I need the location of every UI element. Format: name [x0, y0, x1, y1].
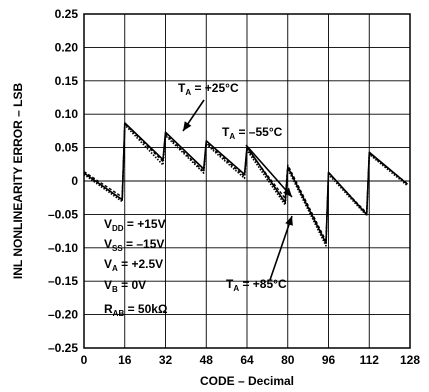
y-tick-label: 0.20: [55, 40, 79, 54]
y-axis-title: INL NONLINEARITY ERROR – LSB: [11, 83, 25, 280]
y-tick-label: –0.20: [48, 308, 78, 322]
x-tick-label: 16: [118, 353, 132, 367]
y-tick-label: 0.15: [55, 74, 79, 88]
condition-vdd: VDD = +15V: [104, 217, 166, 233]
annotation-arrows: [182, 99, 293, 281]
y-tick-label: –0.15: [48, 274, 78, 288]
condition-vss: VSS = –15V: [104, 237, 164, 253]
conditions-block: VDD = +15V VSS = –15V VA = +2.5V VB = 0V…: [104, 217, 168, 318]
condition-vb: VB = 0V: [104, 278, 146, 294]
x-tick-label: 96: [322, 353, 336, 367]
y-tick-labels: 0.25 0.20 0.15 0.10 0.05 0 –0.05 –0.10 –0.15 –0.2…: [48, 7, 78, 355]
series-layer: [83, 122, 409, 247]
arrow-ta-85: [269, 215, 293, 281]
condition-va: VA = +2.5V: [104, 257, 163, 273]
x-tick-labels: 0 16 32 48 64 80 96 112 128: [81, 353, 421, 367]
label-ta-85: TA = +85°C: [226, 277, 287, 293]
condition-rab: RAB = 50kΩ: [104, 302, 168, 318]
arrow-ta-85-head: [285, 216, 293, 226]
x-tick-label: 32: [159, 353, 173, 367]
y-tick-label: 0.10: [55, 107, 79, 121]
y-tick-label: 0.05: [55, 141, 79, 155]
label-ta-55: TA = –55°C: [222, 125, 283, 141]
x-tick-label: 0: [81, 353, 88, 367]
grid: [84, 14, 410, 348]
x-tick-label: 48: [200, 353, 214, 367]
x-tick-label: 80: [281, 353, 295, 367]
x-tick-label: 64: [240, 353, 254, 367]
series-line: [83, 122, 409, 244]
x-tick-label: 128: [400, 353, 420, 367]
x-axis-title: CODE – Decimal: [200, 374, 294, 388]
arrow-ta-55: [245, 144, 293, 198]
y-tick-label: 0: [71, 174, 78, 188]
y-tick-label: –0.10: [48, 241, 78, 255]
arrow-ta-55-head: [283, 187, 292, 197]
label-ta-25: TA = +25°C: [178, 81, 239, 97]
y-tick-label: –0.05: [48, 207, 78, 221]
plot-frame: [83, 13, 411, 349]
x-tick-label: 112: [360, 353, 380, 367]
y-tick-label: 0.25: [55, 7, 79, 21]
y-tick-label: –0.25: [48, 341, 78, 355]
arrow-ta-25-head: [183, 121, 192, 131]
